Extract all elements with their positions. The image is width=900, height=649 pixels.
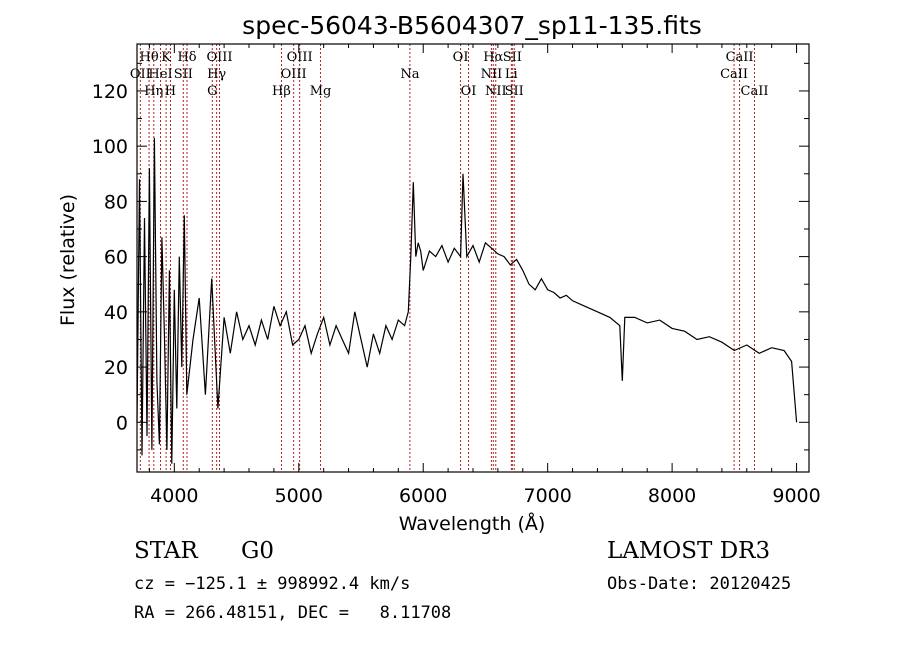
line-label-0: Hθ <box>139 50 158 65</box>
line-label-2: Hη <box>144 84 163 99</box>
line-label-8: OIII <box>206 50 232 65</box>
x-axis-ticks: 4000 5000 6000 7000 8000 9000 <box>148 44 821 507</box>
line-label-9: Hγ <box>207 67 226 82</box>
line-label-15: Na <box>400 67 419 82</box>
y-tick-label-6: 120 <box>92 81 128 103</box>
line-label-10: G <box>207 84 217 99</box>
y-tick-label-3: 60 <box>104 247 128 269</box>
y-tick-label-1: 20 <box>104 357 128 379</box>
line-label-20: NII <box>485 84 507 99</box>
emission-line-markers <box>139 44 755 472</box>
x-tick-label-3: 7000 <box>523 485 571 507</box>
line-label-14: Mg <box>310 84 332 99</box>
x-axis-label: Wavelength (Å) <box>399 512 546 535</box>
subclass: G0 <box>241 538 275 564</box>
y-tick-label-4: 80 <box>104 191 128 213</box>
y-tick-label-0: 0 <box>116 412 128 434</box>
spectrum-series <box>136 137 798 464</box>
line-label-5: H <box>165 84 176 99</box>
line-label-4: HeI <box>148 67 172 82</box>
y-tick-label-2: 40 <box>104 302 128 324</box>
line-label-23: SII <box>505 84 524 99</box>
coordinates: RA = 266.48151, DEC = 8.11708 <box>134 603 452 623</box>
line-label-24: CaII <box>726 50 754 65</box>
line-label-21: SII <box>503 50 522 65</box>
plot-frame <box>136 43 810 473</box>
line-label-12: OIII <box>287 50 313 65</box>
y-tick-label-5: 100 <box>92 136 128 158</box>
x-tick-label-5: 9000 <box>772 485 820 507</box>
redshift-text: cz = −125.1 ± 998992.4 km/s <box>134 574 411 594</box>
y-axis-label: Flux (relative) <box>57 194 79 326</box>
line-label-19: NII <box>481 67 503 82</box>
line-label-1: OII <box>130 67 151 82</box>
line-label-16: OI <box>453 50 469 65</box>
line-label-6: Hδ <box>177 50 196 65</box>
line-label-11: Hβ <box>272 84 291 99</box>
x-tick-label-0: 4000 <box>150 485 198 507</box>
chart-title: spec-56043-B5604307_sp11-135.fits <box>242 11 702 40</box>
line-label-18: Hα <box>483 50 503 65</box>
x-tick-label-1: 5000 <box>275 485 323 507</box>
obs-date: Obs-Date: 20120425 <box>607 574 792 594</box>
line-label-3: K <box>161 50 171 65</box>
line-label-7: SII <box>174 67 193 82</box>
x-tick-label-4: 8000 <box>648 485 696 507</box>
line-label-17: OI <box>461 84 477 99</box>
x-tick-label-2: 6000 <box>399 485 447 507</box>
line-label-13: OIII <box>281 67 307 82</box>
y-axis-ticks: 0 20 40 60 80 100 120 <box>92 62 809 451</box>
line-label-22: Li <box>505 67 518 82</box>
line-label-26: CaII <box>741 84 769 99</box>
object-class: STAR <box>134 538 198 564</box>
line-label-25: CaII <box>720 67 748 82</box>
survey-name: LAMOST DR3 <box>607 538 771 564</box>
